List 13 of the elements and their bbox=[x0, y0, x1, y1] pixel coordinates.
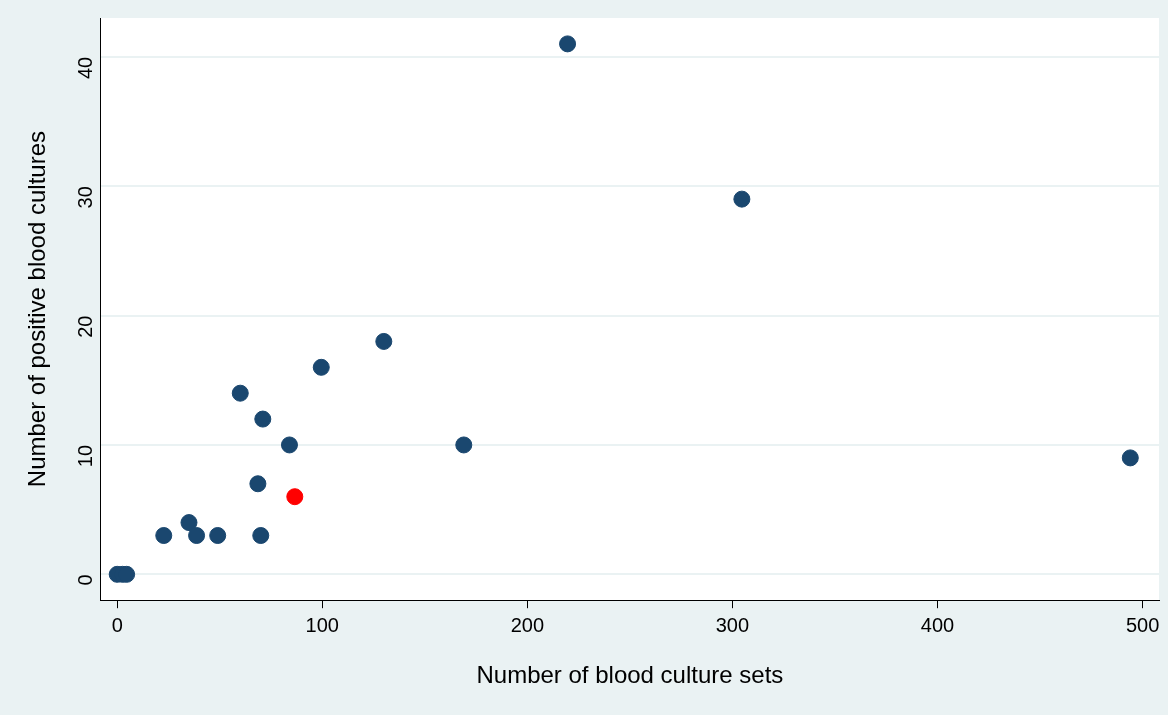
y-tick-label: 40 bbox=[74, 56, 97, 80]
y-tick-label: 30 bbox=[74, 186, 97, 209]
y-axis-title: Number of positive blood cultures bbox=[23, 131, 51, 488]
y-tick-label: 10 bbox=[74, 444, 97, 468]
x-tick-label: 300 bbox=[715, 613, 750, 636]
x-tick-label: 200 bbox=[510, 613, 545, 636]
x-axis-title: Number of blood culture sets bbox=[476, 661, 784, 689]
x-tick-label: 500 bbox=[1125, 613, 1160, 636]
y-tick-label: 20 bbox=[74, 315, 97, 338]
x-tick-label: 0 bbox=[111, 613, 123, 636]
x-tick-label: 100 bbox=[305, 613, 339, 636]
y-tick-label: 0 bbox=[74, 574, 97, 586]
x-tick-label: 400 bbox=[920, 613, 955, 636]
